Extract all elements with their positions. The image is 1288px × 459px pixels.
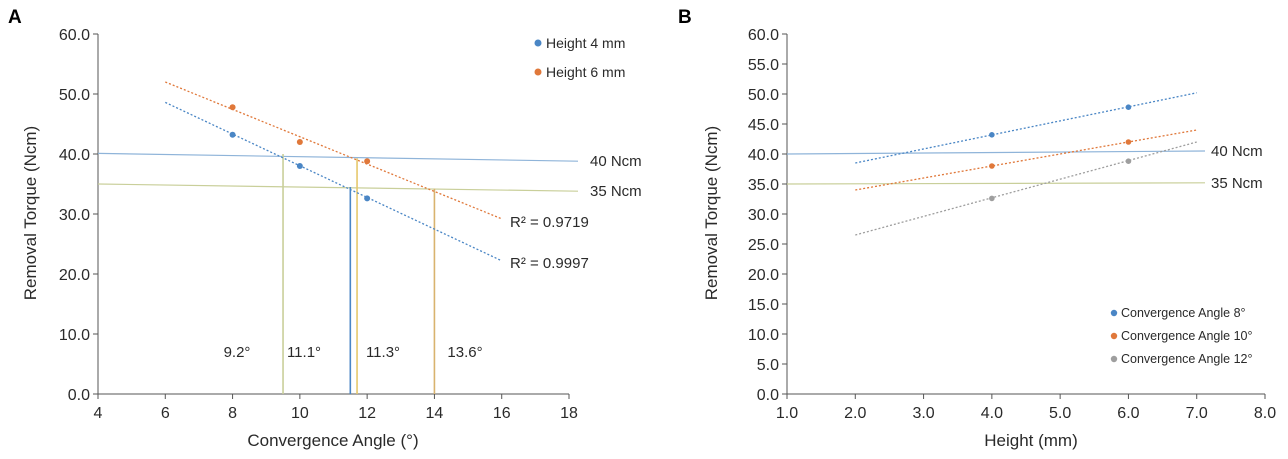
- panel-b-y-axis-title: Removal Torque (Ncm): [702, 126, 721, 300]
- panel-b-legend-marker: [1110, 309, 1118, 317]
- panel-a-r-squared-label: R² = 0.9719: [510, 214, 589, 231]
- panel-b-legend-marker: [1110, 332, 1118, 340]
- panel-a-y-tick-label: 20.0: [59, 267, 90, 284]
- panel-b-y-tick-label: 25.0: [748, 237, 779, 254]
- panel-b-y-tick-label: 5.0: [757, 357, 779, 374]
- panel-b-y-tick-label: 20.0: [748, 267, 779, 284]
- panel-a-x-tick-label: 14: [426, 405, 444, 422]
- panel-a-y-axis-title: Removal Torque (Ncm): [21, 126, 40, 300]
- panel-a-y-tick-label: 30.0: [59, 207, 90, 224]
- panel-a-threshold-label: 13.6°: [447, 344, 482, 361]
- panel-a-reference-line: [97, 183, 579, 192]
- panel-a-data-point: [364, 158, 371, 165]
- panel-a-legend-marker: [534, 39, 542, 47]
- panel-b-y-tick-label: 40.0: [748, 147, 779, 164]
- panel-a-reference-label: 40 Ncm: [590, 153, 642, 170]
- panel-a-trendline: [165, 81, 502, 220]
- panel-b-data-point: [989, 132, 995, 138]
- panel-a-y-tick-label: 0.0: [68, 387, 90, 404]
- panel-b-data-point: [1125, 104, 1132, 110]
- panel-a-r-squared-label: R² = 0.9997: [510, 255, 589, 272]
- panel-b-x-tick-label: 5.0: [1049, 405, 1071, 422]
- panel-b-x-tick-label: 6.0: [1117, 405, 1139, 422]
- panel-a-data-point: [364, 195, 371, 202]
- panel-b-reference-label: 35 Ncm: [1211, 175, 1263, 192]
- panel-b-data-point: [1125, 139, 1132, 145]
- panel-a-y-tick-label: 50.0: [59, 87, 90, 104]
- panel-b-legend-marker: [1110, 355, 1118, 363]
- panel-b-reference-line: [786, 182, 1206, 185]
- panel-b-y-tick-label: 55.0: [748, 57, 779, 74]
- panel-a-x-tick-label: 16: [493, 405, 511, 422]
- panel-a-x-tick-label: 8: [228, 405, 237, 422]
- panel-a-reference-label: 35 Ncm: [590, 183, 642, 200]
- panel-a-data-point: [296, 163, 303, 169]
- panel-a-data-point: [229, 131, 236, 138]
- panel-b-x-tick-label: 2.0: [844, 405, 866, 422]
- panel-b-y-tick-label: 45.0: [748, 117, 779, 134]
- panel-b-reference-line: [786, 150, 1206, 155]
- panel-a-reference-line: [97, 152, 579, 162]
- panel-b-letter: B: [678, 7, 692, 28]
- panel-b-data-point: [1125, 158, 1132, 164]
- panel-a-legend-label: Height 6 mm: [546, 64, 625, 80]
- panel-a-letter: A: [8, 7, 22, 28]
- panel-b-x-axis-title: Height (mm): [984, 431, 1078, 450]
- panel-b-y-tick-label: 10.0: [748, 327, 779, 344]
- panel-b-y-tick-label: 15.0: [748, 297, 779, 314]
- panel-b-chart: B Removal Torque (Ncm) Height (mm) 0.0 5.…: [678, 7, 1276, 450]
- panel-b-x-tick-label: 1.0: [776, 405, 798, 422]
- panel-a-y-tick-label: 60.0: [59, 27, 90, 44]
- panel-a-threshold-label: 9.2°: [224, 344, 251, 361]
- panel-b-trendline: [855, 141, 1197, 236]
- panel-b-trendline: [855, 129, 1197, 191]
- panel-a-x-tick-label: 10: [291, 405, 309, 422]
- panel-a-data-point: [296, 139, 303, 145]
- panel-b-legend-label: Convergence Angle 12°: [1121, 352, 1252, 366]
- panel-a-trendline: [165, 101, 502, 262]
- panel-b-y-tick-label: 50.0: [748, 87, 779, 104]
- panel-a-x-tick-label: 6: [161, 405, 170, 422]
- panel-a-x-tick-label: 12: [358, 405, 376, 422]
- panel-b-y-tick-label: 60.0: [748, 27, 779, 44]
- panel-a-y-tick-label: 10.0: [59, 327, 90, 344]
- panel-b-reference-label: 40 Ncm: [1211, 143, 1263, 160]
- panel-b-data-point: [989, 195, 995, 202]
- panel-a-x-tick-label: 4: [94, 405, 103, 422]
- panel-b-y-tick-label: 30.0: [748, 207, 779, 224]
- panel-b-legend-label: Convergence Angle 8°: [1121, 306, 1246, 320]
- panel-a-data-point: [229, 104, 236, 111]
- panel-a-threshold-label: 11.1°: [287, 344, 321, 361]
- panel-a-threshold-label: 11.3°: [366, 344, 400, 361]
- panel-a-legend-marker: [534, 68, 542, 76]
- panel-b-x-tick-label: 8.0: [1254, 405, 1276, 422]
- panel-b-x-tick-label: 4.0: [981, 405, 1003, 422]
- panel-b-x-tick-label: 3.0: [912, 405, 934, 422]
- panel-a-y-tick-label: 40.0: [59, 147, 90, 164]
- panel-b-y-tick-label: 0.0: [757, 387, 779, 404]
- panel-a-x-tick-label: 18: [560, 405, 578, 422]
- panel-b-x-tick-label: 7.0: [1186, 405, 1208, 422]
- panel-a-chart: A Removal Torque (Ncm) Convergence Angle…: [8, 7, 642, 450]
- panel-b-y-tick-label: 35.0: [748, 177, 779, 194]
- panel-b-legend-label: Convergence Angle 10°: [1121, 329, 1252, 343]
- panel-a-x-axis-title: Convergence Angle (°): [247, 431, 418, 450]
- panel-b-data-point: [989, 163, 995, 169]
- panel-a-legend-label: Height 4 mm: [546, 35, 625, 51]
